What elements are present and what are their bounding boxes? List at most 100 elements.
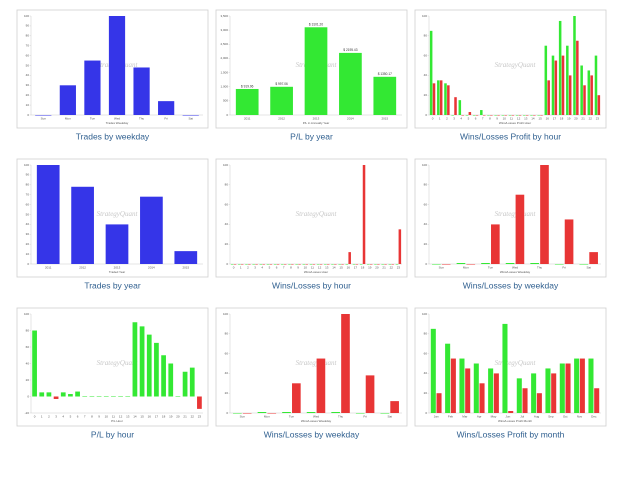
x-tick-label: Oct xyxy=(563,414,568,418)
x-tick-label: Fri xyxy=(363,414,367,418)
bar xyxy=(523,115,526,116)
bar xyxy=(276,264,280,265)
x-tick-label: Aug xyxy=(534,414,540,418)
x-tick-label: Wed xyxy=(512,265,518,269)
bar xyxy=(257,412,267,413)
x-tick-label: 13 xyxy=(325,265,329,269)
bar xyxy=(334,264,337,265)
bar xyxy=(84,60,101,115)
bar xyxy=(497,115,500,116)
x-tick-label: Tue xyxy=(289,414,294,418)
y-tick-label: 60 xyxy=(424,53,428,57)
bar xyxy=(182,371,188,397)
bar xyxy=(568,75,572,115)
x-tick-label: 15 xyxy=(339,265,343,269)
bar xyxy=(103,396,109,397)
bar xyxy=(89,396,95,397)
x-tick-label: 1 xyxy=(41,414,43,418)
bar xyxy=(233,413,242,414)
x-tick-label: Wed xyxy=(114,116,120,120)
bar xyxy=(380,413,390,414)
bar xyxy=(352,264,356,265)
watermark: StrategyQuant xyxy=(296,359,338,367)
y-tick-label: 80 xyxy=(225,332,229,336)
x-tick-label: 19 xyxy=(169,414,173,418)
x-tick-label: Mon xyxy=(65,116,71,120)
bar xyxy=(377,264,380,265)
bar xyxy=(248,264,251,265)
bar xyxy=(298,264,301,265)
bar xyxy=(508,115,512,116)
x-tick-label: 14 xyxy=(531,116,535,120)
y-tick-label: 20 xyxy=(26,242,30,246)
x-tick-label: Fri xyxy=(562,265,566,269)
value-label: $ 997.06 xyxy=(275,82,288,86)
watermark: StrategyQuant xyxy=(495,61,537,69)
bar xyxy=(59,85,76,115)
y-tick-label: 2,500 xyxy=(220,42,228,46)
bar xyxy=(390,401,399,413)
bar xyxy=(270,86,293,115)
bar xyxy=(341,314,350,413)
bar xyxy=(46,392,52,397)
bar xyxy=(302,264,306,265)
y-tick-label: 100 xyxy=(223,163,228,167)
bar xyxy=(561,55,565,115)
x-tick-label: 2 xyxy=(48,414,50,418)
bar xyxy=(551,373,557,413)
x-tick-label: 2 xyxy=(446,116,448,120)
bar xyxy=(589,252,598,264)
x-tick-label: Sat xyxy=(586,265,591,269)
x-tick-label: 11 xyxy=(311,265,314,269)
bar xyxy=(461,115,464,116)
bar xyxy=(158,101,175,115)
y-tick-label: 10 xyxy=(26,103,30,107)
bar xyxy=(525,115,529,116)
bar xyxy=(125,396,131,397)
x-tick-label: 21 xyxy=(382,265,386,269)
bar xyxy=(96,396,102,397)
bar xyxy=(146,334,152,397)
x-tick-label: 0 xyxy=(34,414,36,418)
x-tick-label: Sat xyxy=(387,414,392,418)
chart-caption: Wins/Losses Profit by month xyxy=(457,429,565,439)
bar xyxy=(554,264,564,265)
y-tick-label: 40 xyxy=(26,222,30,226)
x-tick-label: Thu xyxy=(139,116,145,120)
x-tick-label: 2014 xyxy=(347,116,354,120)
bar xyxy=(576,40,579,115)
bar xyxy=(488,368,494,413)
bar xyxy=(240,264,244,265)
chart-caption: Wins/Losses by weekday xyxy=(463,280,559,290)
bar xyxy=(530,115,533,116)
value-label: $ 2195.43 xyxy=(343,48,357,52)
bar xyxy=(68,394,73,397)
y-tick-label: 80 xyxy=(424,183,428,187)
y-tick-label: 40 xyxy=(225,222,229,226)
bar xyxy=(502,323,508,413)
bar xyxy=(533,115,536,116)
bar xyxy=(590,75,593,115)
x-tick-label: 11 xyxy=(112,414,115,418)
x-tick-label: 18 xyxy=(560,116,564,120)
x-tick-label: 12 xyxy=(517,116,521,120)
bar xyxy=(530,263,539,264)
chart-caption: Trades by weekday xyxy=(76,131,150,141)
bar xyxy=(430,328,436,413)
x-tick-label: 18 xyxy=(361,265,365,269)
bar xyxy=(587,70,591,115)
bar xyxy=(456,263,466,264)
bar xyxy=(319,264,323,265)
bar xyxy=(537,115,540,116)
x-axis-label: Wins/Losses Profit Month xyxy=(498,419,532,423)
bar xyxy=(447,85,450,115)
watermark: StrategyQuant xyxy=(97,359,139,367)
bar xyxy=(384,264,387,265)
bar xyxy=(316,358,326,413)
x-tick-label: 13 xyxy=(126,414,130,418)
y-tick-label: 20 xyxy=(26,93,30,97)
y-tick-label: 10 xyxy=(26,252,30,256)
bar xyxy=(242,413,252,414)
bar xyxy=(174,251,198,264)
bar xyxy=(490,115,493,116)
